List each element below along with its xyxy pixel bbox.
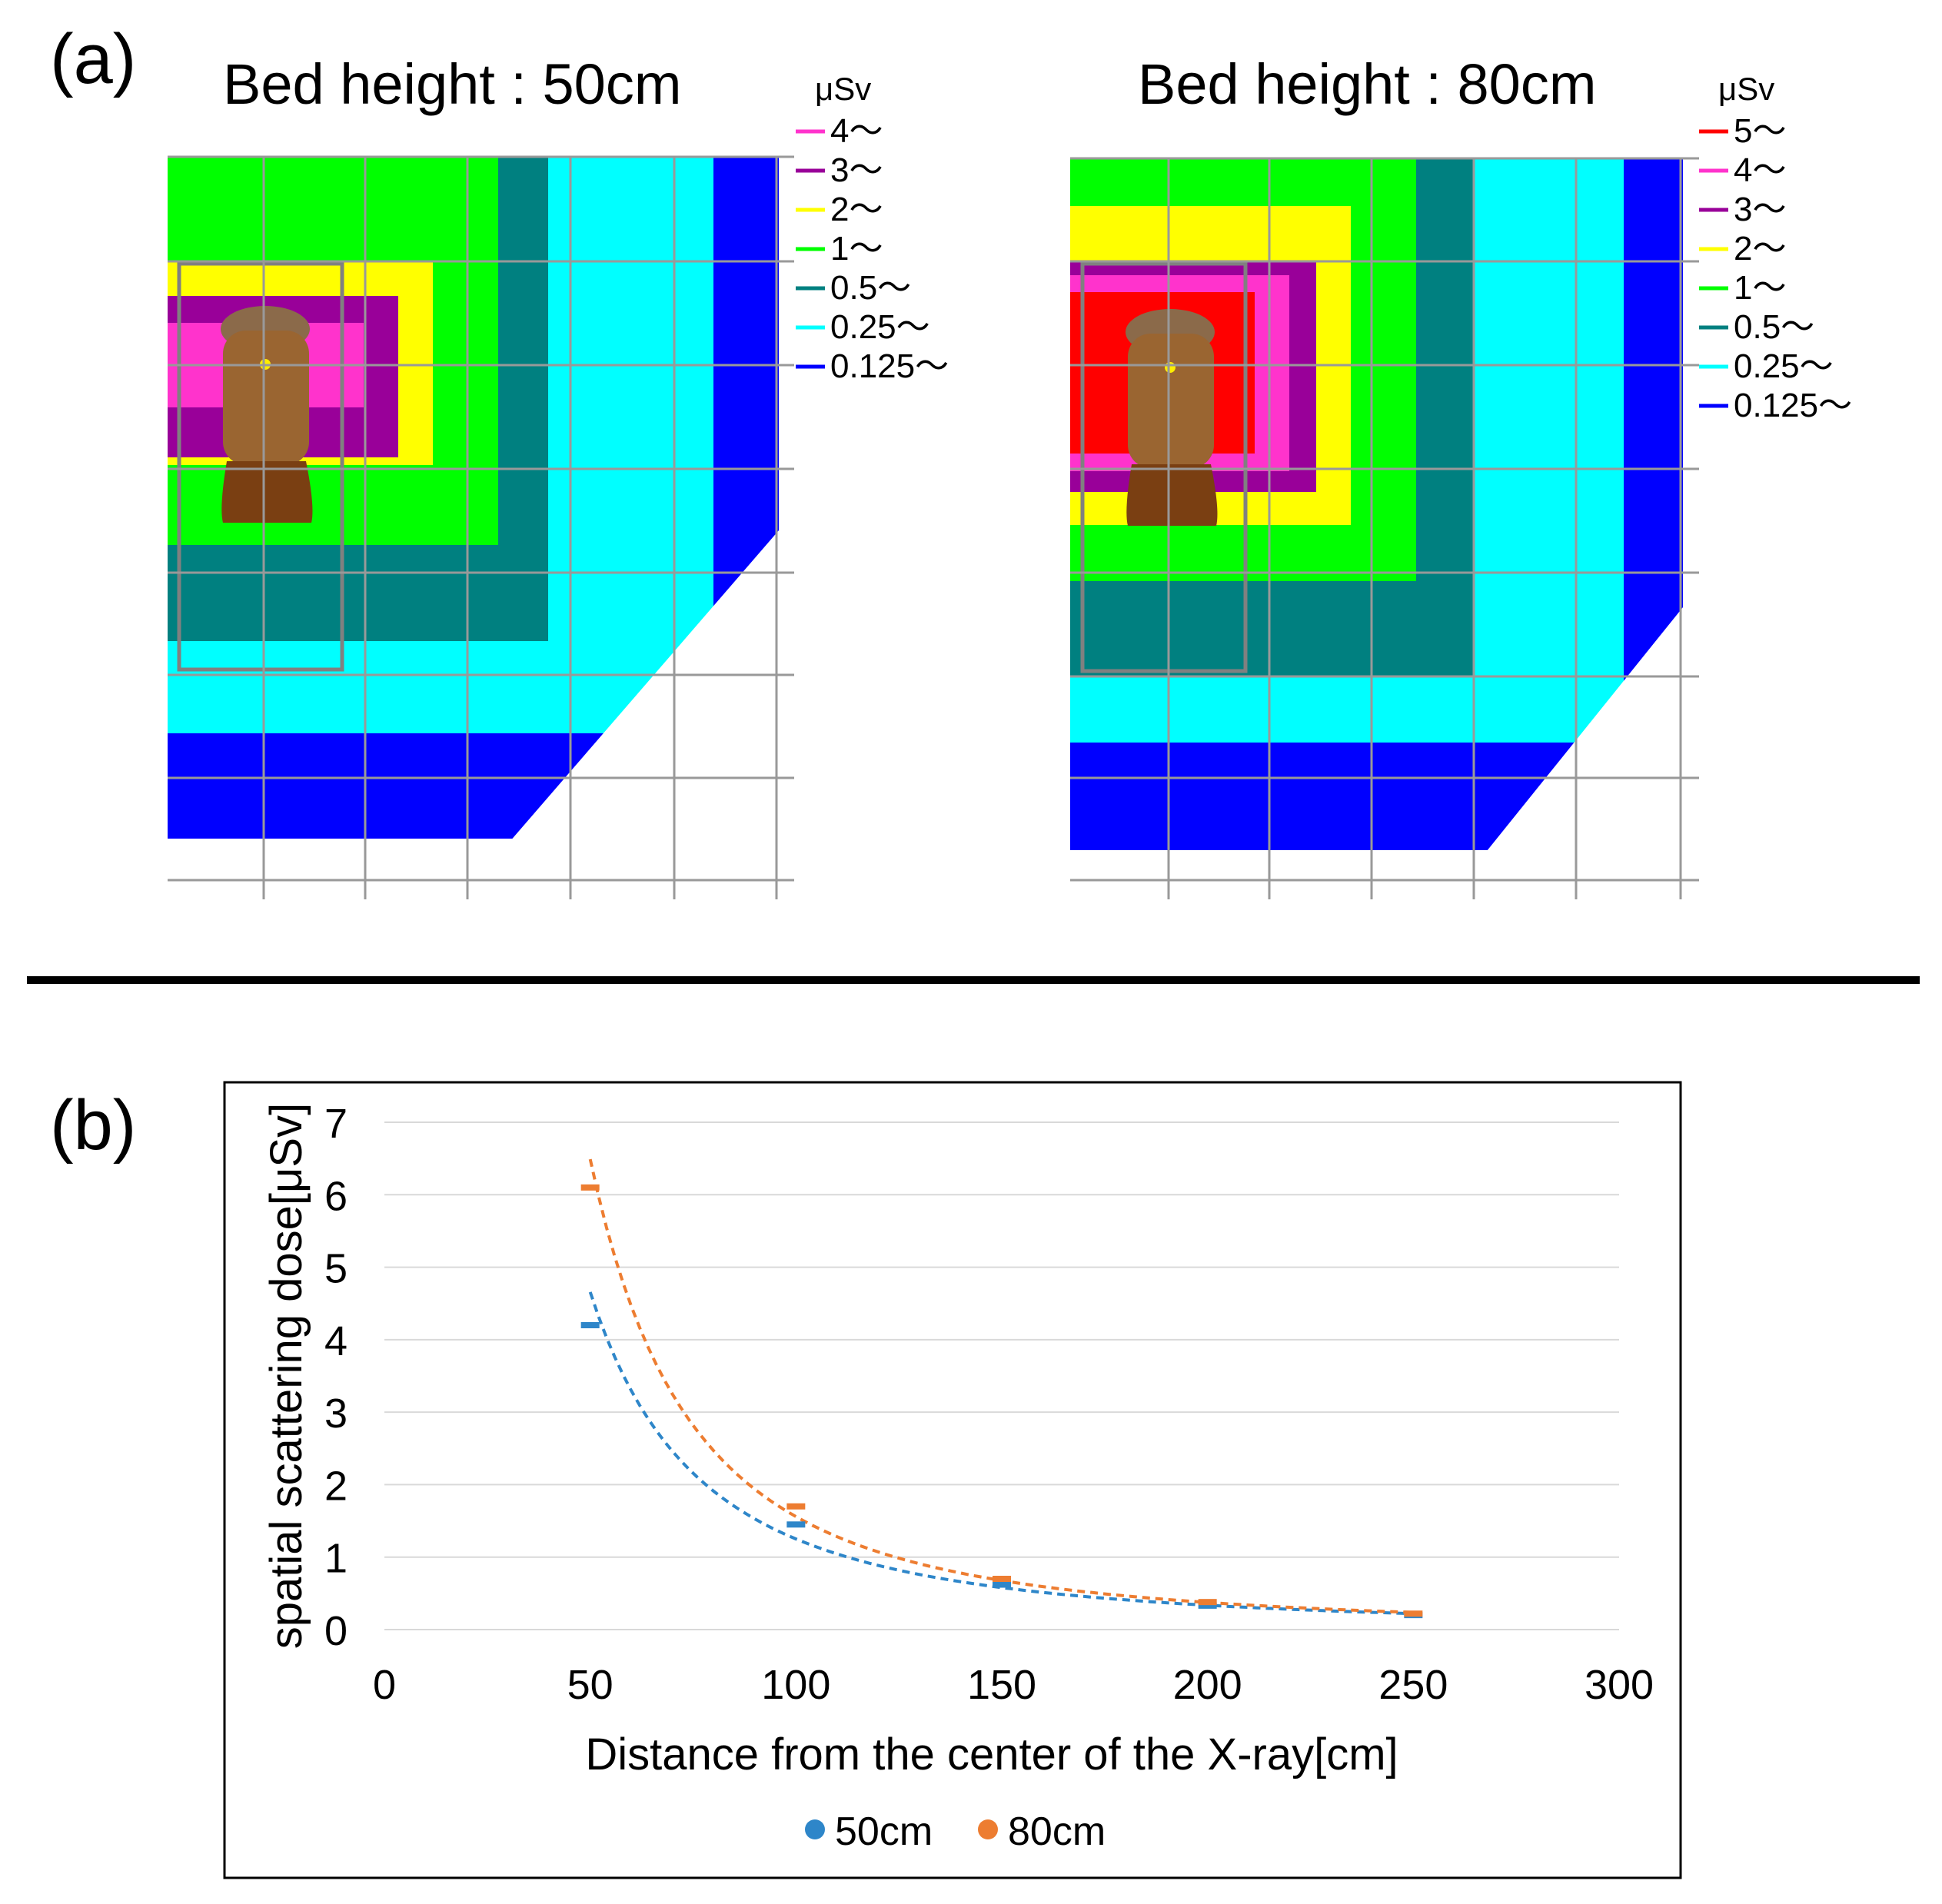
chart-frame [223,1081,1682,1879]
x-tick-label: 250 [1378,1662,1448,1708]
map-left-mask-bottom [168,839,783,854]
patient-figure-left [221,306,313,523]
y-tick-label: 5 [324,1246,347,1292]
legend-left: μSv 4～3～2～1～0.5～0.25～0.125～ [796,71,949,385]
legend-label: 0.5～ [1734,308,1814,346]
y-tick-label: 6 [324,1173,347,1219]
panel-label-b: (b) [50,1086,136,1165]
legend-left-unit: μSv [815,71,871,107]
legend-label: 3～ [830,151,883,189]
y-tick-label: 3 [324,1391,347,1437]
panel-divider [27,976,1920,984]
x-tick-label: 150 [967,1662,1036,1708]
data-point-50cm [786,1521,806,1528]
dose-map-right [1070,157,1699,899]
patient-figure-right [1126,309,1218,526]
data-point-50cm [580,1322,600,1328]
legend-label: 0.125～ [830,347,949,385]
map-right-grid [1070,157,1699,899]
legend-label: 5～ [1734,112,1786,150]
legend-label: 0.125～ [1734,387,1852,424]
data-point-80cm [580,1184,600,1191]
data-point-50cm [1198,1602,1217,1609]
legend-series-label: 50cm [835,1809,933,1854]
legend-marker [805,1819,825,1839]
x-axis-label: Distance from the center of the X-ray[cm… [585,1730,1398,1779]
bed-outline-left [177,261,344,672]
map-left-title: Bed height : 50cm [223,52,681,116]
y-tick-label: 4 [324,1318,347,1364]
y-axis-label: spatial scattering dose[μSv] [261,1103,311,1649]
data-point-80cm [1404,1610,1423,1617]
legend-right: μSv 5～4～3～2～1～0.5～0.25～0.125～ [1699,71,1852,424]
legend-marker [978,1819,998,1839]
trendline-50cm [588,1291,1414,1616]
x-tick-label: 200 [1173,1662,1242,1708]
legend-label: 4～ [830,112,883,150]
legend-series-label: 80cm [1008,1809,1106,1854]
legend-label: 1～ [1734,269,1786,307]
legend-label: 4～ [1734,151,1786,189]
legend-label: 3～ [1734,191,1786,228]
data-point-80cm [993,1576,1011,1582]
legend-label: 0.25～ [1734,347,1834,385]
data-point-80cm [1198,1599,1217,1606]
y-tick-label: 1 [324,1536,347,1582]
data-point-80cm [786,1503,806,1510]
x-tick-label: 0 [373,1662,396,1708]
legend-label: 1～ [830,230,883,267]
x-tick-label: 50 [567,1662,614,1708]
bed-outline-right [1080,261,1248,673]
legend-right-unit: μSv [1718,71,1774,107]
y-tick-label: 0 [324,1608,347,1654]
panel-label-a: (a) [50,20,136,98]
scatter-chart: 0 1 2 3 4 5 6 7 0 50 100 150 200 250 300 Distance fro… [261,1101,1654,1854]
map-left-grid [168,155,794,899]
legend-label: 2～ [1734,230,1786,267]
y-tick-label: 7 [324,1101,347,1147]
x-tick-label: 300 [1585,1662,1654,1708]
legend-label: 0.25～ [830,308,930,346]
legend-label: 2～ [830,191,883,228]
y-tick-label: 2 [324,1463,347,1509]
map-right-title: Bed height : 80cm [1138,52,1596,116]
legend-label: 0.5～ [830,269,911,307]
x-tick-label: 100 [761,1662,830,1708]
map-right-mask-lower-right [1484,607,1683,855]
data-point-50cm [993,1581,1011,1588]
map-right-mask-bottom [1070,850,1685,858]
dose-map-left [168,155,794,899]
